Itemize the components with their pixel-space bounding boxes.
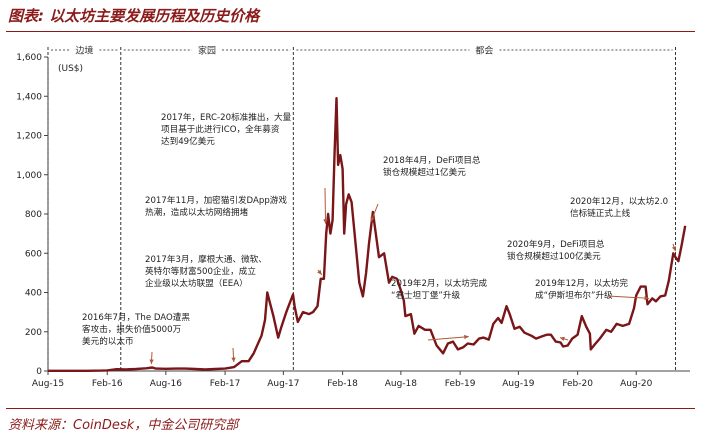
y-tick-label: 600	[25, 249, 42, 259]
annotation-text: 2017年11月，加密猫引发DApp游戏热潮，造成以太坊网络拥堵	[145, 194, 287, 218]
annotation-arrow-head	[317, 269, 322, 275]
x-tick-label: Feb-17	[210, 379, 241, 389]
x-tick-label: Feb-20	[562, 379, 593, 389]
annotation-text: 2017年3月，摩根大通、微软、英特尔等财富500企业，成立企业级以太坊联盟（E…	[145, 253, 267, 289]
annotation-arrow-head	[671, 246, 677, 252]
annotation-arrow-head	[559, 336, 565, 341]
annotation-text: 2017年，ERC-20标准推出，大量项目基于此进行ICO，全年募资达到49亿美…	[161, 111, 292, 147]
x-tick-label: Aug-20	[620, 379, 653, 389]
annotation-line: 2019年2月，以太坊完成	[391, 277, 487, 289]
annotation-line: 项目基于此进行ICO，全年募资	[161, 123, 280, 135]
x-tick-label: Aug-17	[267, 379, 299, 389]
annotation-line: 美元的以太币	[82, 335, 134, 347]
annotation-line: 热潮，造成以太坊网络拥堵	[145, 206, 249, 218]
era-label: 都会	[475, 45, 493, 57]
annotation-arrow-head	[464, 334, 469, 340]
x-tick-label: Aug-19	[502, 379, 535, 389]
y-tick-label: 1,200	[16, 132, 42, 142]
annotation-arrow-line	[427, 336, 469, 341]
y-tick-label: 0	[36, 367, 42, 377]
annotation-line: 2019年12月，以太坊完	[535, 277, 628, 289]
annotation-arrow-head	[231, 357, 236, 363]
annotation-line: 锁仓规模超过100亿美元	[507, 250, 601, 262]
annotation-line: 2018年4月，DeFi项目总	[383, 154, 481, 166]
era-label: 家园	[198, 45, 216, 57]
annotation-text: 2018年4月，DeFi项目总锁仓规模超过1亿美元	[383, 154, 481, 178]
annotation-line: 成“伊斯坦布尔”升级	[535, 289, 613, 301]
annotation-arrow-line	[324, 187, 327, 224]
x-tick-label: Feb-16	[92, 379, 123, 389]
annotation-line: 2017年3月，摩根大通、微软、	[145, 253, 267, 265]
annotation-arrow-head	[370, 216, 375, 222]
annotation-line: 客攻击，损失价值5000万	[82, 323, 182, 335]
annotation-line: 达到49亿美元	[161, 135, 215, 147]
annotation-line: 2017年，ERC-20标准推出，大量	[161, 111, 292, 123]
x-tick-label: Feb-19	[445, 379, 476, 389]
annotation-line: 2016年7月，The DAO遭黑	[82, 311, 190, 323]
annotation-line: 英特尔等财富500企业，成立	[145, 265, 256, 277]
footer-rule	[6, 408, 695, 409]
annotation-line: 信标链正式上线	[570, 207, 631, 219]
annotation-arrow-head	[323, 219, 328, 224]
x-tick-label: Aug-18	[385, 379, 418, 389]
y-tick-label: 400	[25, 289, 42, 299]
annotation-arrow-head	[149, 359, 154, 365]
x-tick-label: Feb-18	[327, 379, 358, 389]
y-tick-label: 1,000	[16, 171, 42, 181]
y-axis-unit-label: (US$)	[58, 64, 83, 74]
annotation-text: 2019年2月，以太坊完成“君士坦丁堡”升级	[391, 277, 487, 301]
annotation-line: “君士坦丁堡”升级	[391, 289, 460, 301]
annotation-line: 2020年9月，DeFi项目总	[507, 238, 605, 250]
x-tick-label: Aug-15	[32, 379, 64, 389]
annotation-arrow-head	[644, 295, 650, 301]
era-label: 边境	[75, 45, 93, 57]
y-tick-label: 1,600	[16, 53, 42, 63]
annotation-line: 锁仓规模超过1亿美元	[383, 166, 466, 178]
y-tick-label: 800	[25, 210, 42, 220]
x-tick-label: Aug-16	[150, 379, 183, 389]
price-series-line	[48, 96, 687, 372]
annotation-text: 2016年7月，The DAO遭黑客攻击，损失价值5000万美元的以太币	[82, 311, 190, 347]
annotation-text: 2020年12月，以太坊2.0 信标链正式上线	[570, 195, 668, 219]
chart-title: 图表: 以太坊主要发展历程及历史价格	[8, 7, 260, 25]
annotation-line: 2020年12月，以太坊2.0	[570, 195, 668, 207]
annotation-line: 2017年11月，加密猫引发DApp游戏	[145, 194, 287, 206]
y-tick-label: 1,400	[16, 92, 42, 102]
annotation-line: 企业级以太坊联盟（EEA）	[145, 277, 248, 289]
annotation-arrow-line	[607, 295, 650, 299]
annotation-text: 2020年9月，DeFi项目总锁仓规模超过100亿美元	[507, 238, 605, 262]
annotation-text: 2019年12月，以太坊完成“伊斯坦布尔”升级	[535, 277, 628, 301]
y-tick-label: 200	[25, 328, 42, 338]
source-note: 资料来源：CoinDesk，中金公司研究部	[8, 418, 239, 433]
title-rule	[6, 31, 695, 32]
